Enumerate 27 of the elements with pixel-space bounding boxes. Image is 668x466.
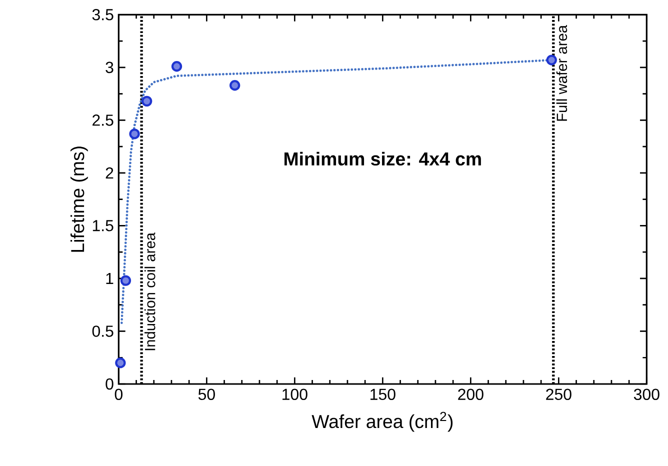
point	[115, 358, 126, 368]
annotation: Minimum size: 4x4 cm	[284, 152, 481, 166]
point	[129, 128, 140, 140]
y-tick-label: 0.5	[92, 326, 114, 337]
point	[546, 54, 557, 66]
x-tick-label: 250	[546, 388, 572, 400]
point	[120, 275, 132, 286]
y-tick-label: 1.5	[92, 220, 114, 232]
y-axis-title: Lifetime (ms)	[70, 146, 88, 252]
x-tick-label: 50	[198, 388, 215, 400]
y-tick-label: 2.5	[92, 114, 114, 126]
y-tick-label: 3	[106, 62, 114, 74]
x-tick-label: 150	[370, 388, 396, 400]
y-tick-label: 0	[106, 378, 114, 390]
x-axis-title: Wafer area (cm$^{2}$)	[312, 412, 453, 432]
x-tick-label: 100	[282, 388, 308, 400]
point	[171, 61, 182, 72]
ref-line-label: Induction coil area	[144, 232, 156, 350]
point	[229, 80, 240, 91]
x-tick-label: 0	[114, 388, 123, 400]
y-tick-label: 3.5	[92, 9, 114, 20]
x-tick-label: 200	[458, 388, 484, 400]
x-tick-label: 300	[634, 388, 660, 400]
y-tick-label: 1	[106, 272, 114, 284]
point	[141, 96, 152, 107]
ref-line-label: Full wafer area	[556, 25, 568, 121]
y-tick-label: 2	[106, 167, 114, 179]
